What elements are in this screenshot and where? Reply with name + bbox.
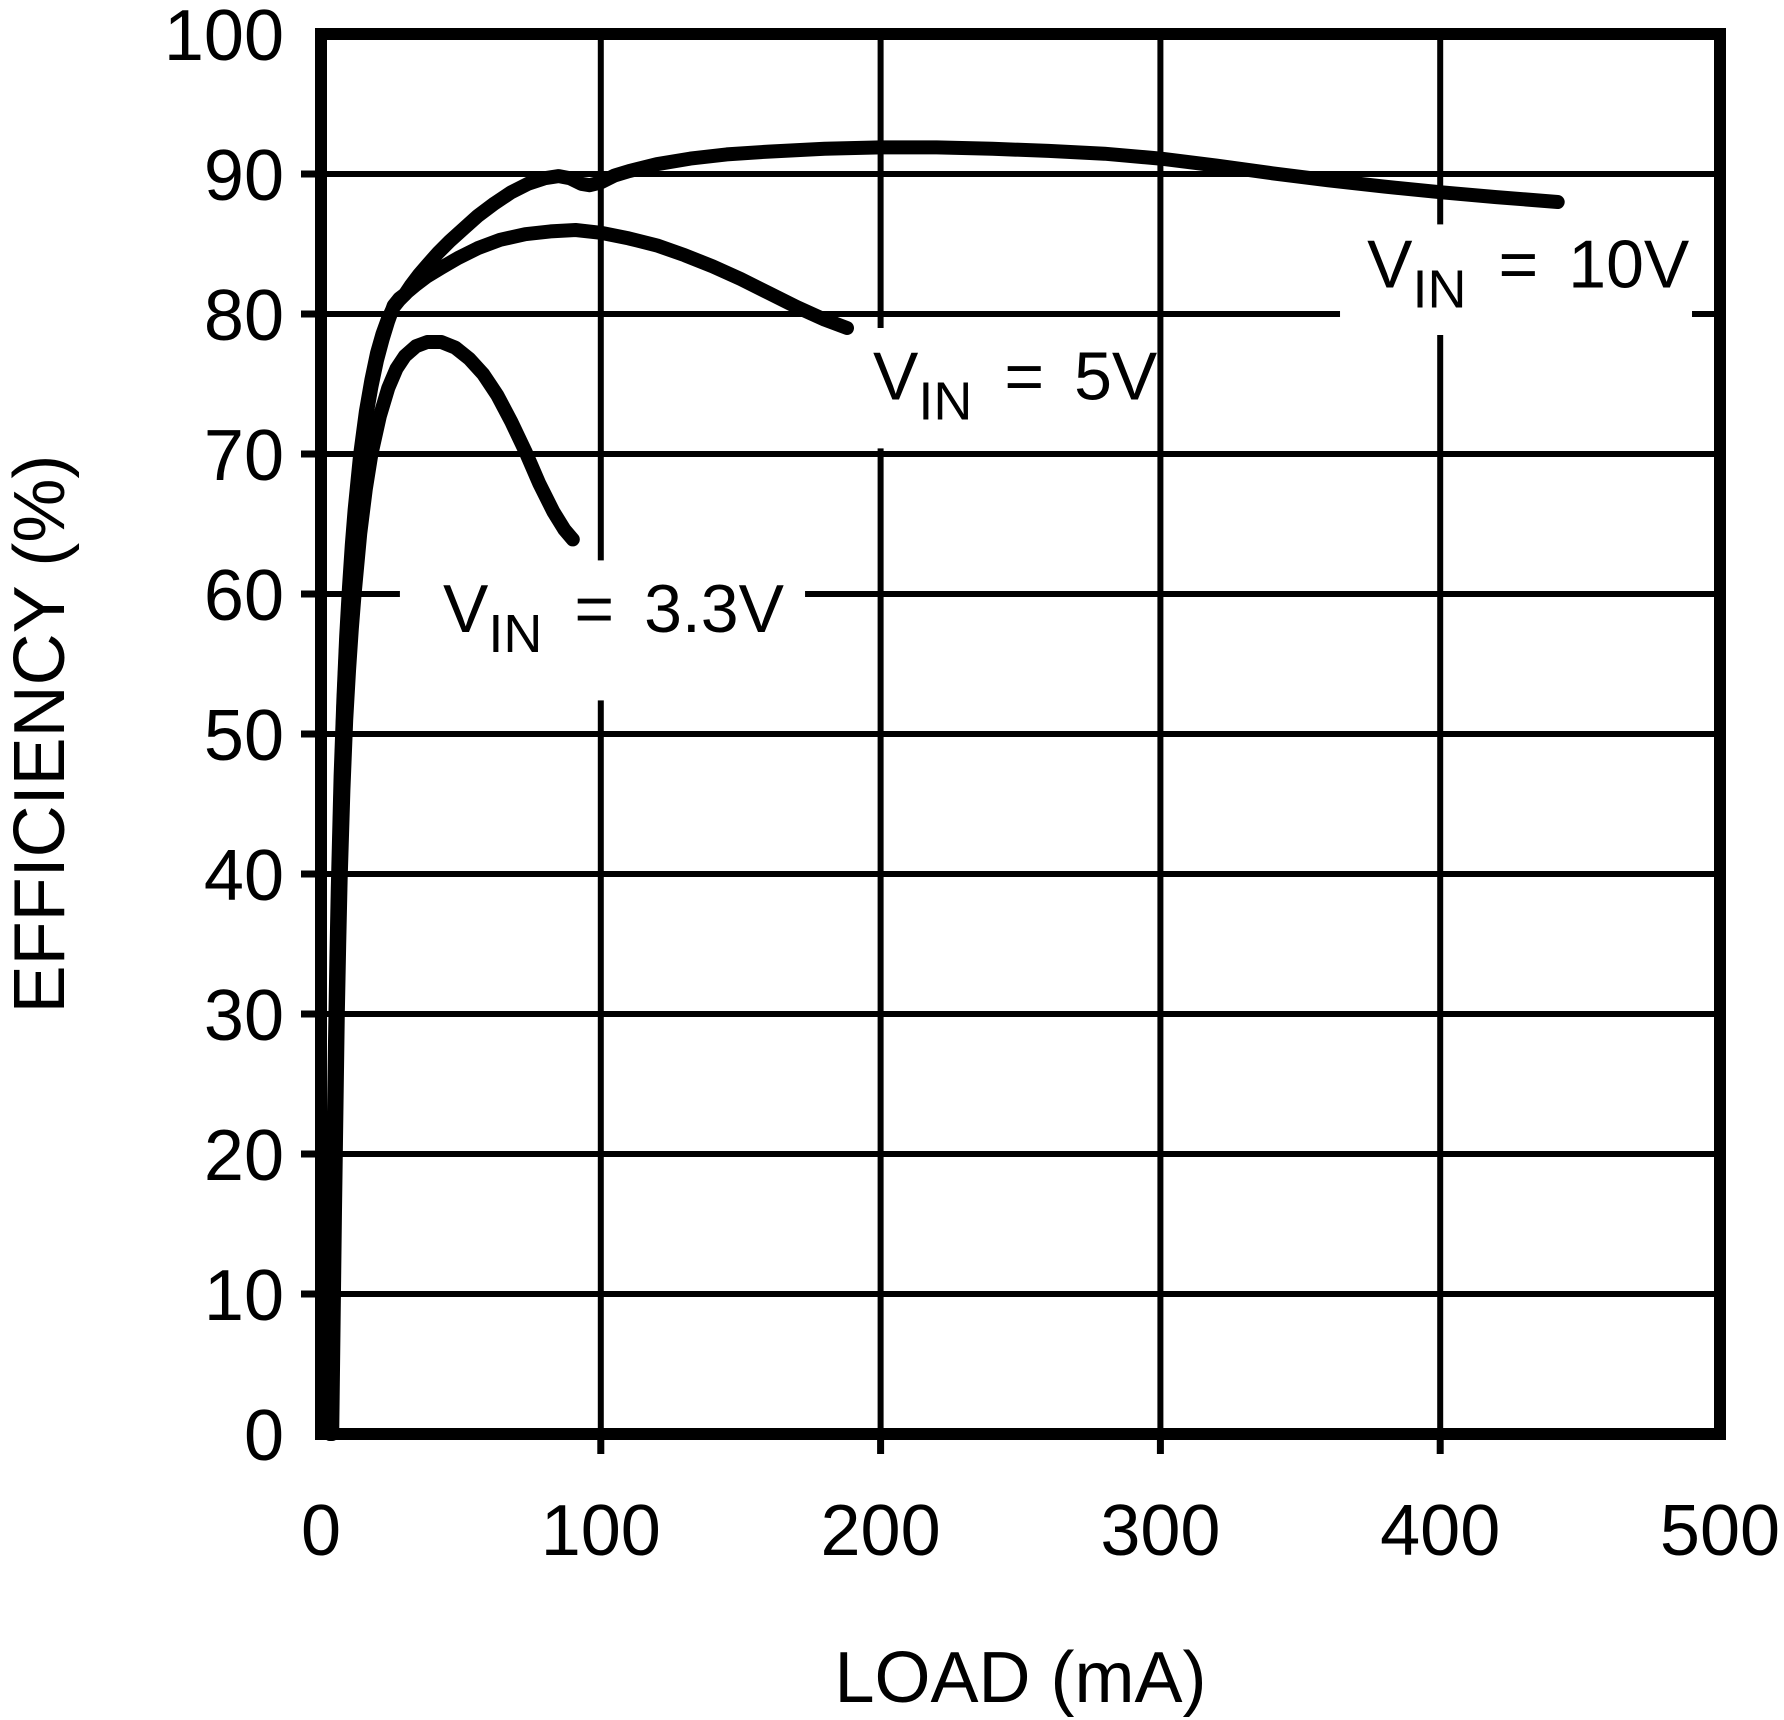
y-axis-title: EFFICIENCY (%) bbox=[0, 455, 80, 1014]
series-label-mask-vin-5v bbox=[847, 328, 1151, 449]
x-tick-label: 100 bbox=[541, 1491, 661, 1571]
x-tick-label: 400 bbox=[1380, 1491, 1500, 1571]
y-tick-label: 40 bbox=[204, 836, 284, 916]
x-axis-title: LOAD (mA) bbox=[834, 1638, 1206, 1718]
y-tick-label: 10 bbox=[204, 1256, 284, 1336]
y-tick-label: 70 bbox=[204, 416, 284, 496]
y-tick-label: 100 bbox=[164, 0, 284, 76]
x-tick-label: 500 bbox=[1660, 1491, 1780, 1571]
series-label-mask-vin-10v bbox=[1340, 224, 1693, 335]
y-tick-label: 20 bbox=[204, 1116, 284, 1196]
series-label-vin-10v: VIN = 10V bbox=[1367, 226, 1690, 319]
y-tick-label: 0 bbox=[244, 1396, 284, 1476]
series-label-vin-3v3: VIN = 3.3V bbox=[443, 571, 785, 664]
plot-border bbox=[315, 28, 1726, 1440]
series-label-mask-vin-3v3 bbox=[399, 560, 806, 701]
x-tick-label: 200 bbox=[821, 1491, 941, 1571]
x-tick-label: 300 bbox=[1100, 1491, 1220, 1571]
y-tick-label: 30 bbox=[204, 976, 284, 1056]
grid-lines bbox=[321, 34, 1720, 1434]
y-tick-label: 50 bbox=[204, 696, 284, 776]
x-tick-label: 0 bbox=[301, 1491, 341, 1571]
y-tick-label: 60 bbox=[204, 556, 284, 636]
series-label-vin-5v: VIN = 5V bbox=[873, 338, 1158, 431]
series-curve-vin-5v bbox=[323, 223, 854, 1441]
y-tick-label: 90 bbox=[204, 136, 284, 216]
y-tick-label: 80 bbox=[204, 276, 284, 356]
series-curve-vin-10v bbox=[323, 140, 1565, 1441]
series-curve-vin-3v3 bbox=[325, 335, 580, 1441]
